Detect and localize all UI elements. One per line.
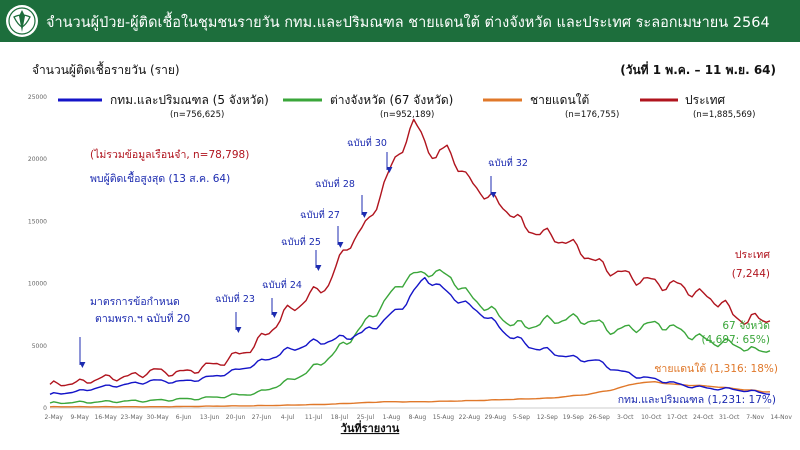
y-tick-label: 25000: [28, 94, 47, 101]
series-line-bkk: [49, 276, 771, 395]
x-tick-label: 13-Jun: [200, 414, 220, 421]
x-tick-label: 19-Sep: [563, 414, 584, 421]
y-axis-title: จำนวนผู้ติดเชื้อรายวัน (ราย): [32, 63, 180, 77]
x-tick-label: 6-Jun: [176, 414, 192, 421]
series-line-south: [49, 381, 771, 408]
end-label-country-value: (7,244): [732, 268, 770, 280]
y-tick-label: 0: [43, 405, 47, 412]
x-tick-label: 9-May: [70, 414, 89, 421]
annotation-peak: พบผู้ติดเชื้อสูงสุด (13 ส.ค. 64): [90, 171, 230, 185]
x-tick-label: 3-Oct: [617, 414, 634, 421]
decree-label: ฉบับที่ 24: [262, 278, 302, 291]
annotation-measure-line2: ตามพรก.ฯ ฉบับที่ 20: [95, 311, 190, 325]
x-tick-label: 20-Jun: [226, 414, 246, 421]
x-tick-label: 16-May: [95, 414, 118, 421]
x-tick-label: 29-Aug: [485, 414, 507, 421]
x-tick-label: 31-Oct: [719, 414, 740, 421]
x-tick-label: 7-Nov: [746, 414, 764, 421]
series-line-country: [49, 118, 771, 387]
decree-label: ฉบับที่ 32: [488, 156, 528, 169]
x-tick-label: 4-Jul: [281, 414, 295, 421]
y-tick-label: 5000: [32, 343, 47, 350]
x-axis-title: วันที่รายงาน: [341, 420, 400, 435]
y-tick-label: 15000: [28, 218, 47, 225]
decree-label: ฉบับที่ 27: [300, 208, 340, 221]
end-label-prov-name: 67 จังหวัด: [722, 320, 770, 332]
x-tick-label: 22-Aug: [459, 414, 481, 421]
x-tick-label: 1-Aug: [383, 414, 401, 421]
x-tick-label: 15-Aug: [433, 414, 455, 421]
x-tick-label: 25-Jul: [357, 414, 375, 421]
end-label-country-name: ประเทศ: [735, 249, 770, 261]
x-tick-label: 11-Jul: [305, 414, 323, 421]
x-tick-label: 18-Jul: [331, 414, 349, 421]
x-tick-label: 17-Oct: [667, 414, 688, 421]
x-tick-label: 27-Jun: [252, 414, 272, 421]
x-tick-label: 24-Oct: [693, 414, 714, 421]
legend-n-country: (n=1,885,569): [693, 110, 755, 120]
y-tick-label: 10000: [28, 281, 47, 288]
x-tick-label: 2-May: [45, 414, 64, 421]
end-label-prov-value: (4,697: 65%): [702, 334, 770, 346]
x-tick-label: 30-May: [147, 414, 170, 421]
date-range: (วันที่ 1 พ.ค. – 11 พ.ย. 64): [620, 63, 776, 77]
decree-label: ฉบับที่ 23: [215, 292, 255, 305]
x-tick-label: 5-Sep: [513, 414, 530, 421]
header-bar: จำนวนผู้ป่วย-ผู้ติดเชื้อในชุมชนรายวัน กท…: [0, 0, 800, 42]
legend-label-prov: ต่างจังหวัด (67 จังหวัด): [330, 93, 453, 107]
annotation-not-included: (ไม่รวมข้อมูลเรือนจำ, n=78,798): [90, 148, 249, 161]
end-label-south: ชายแดนใต้ (1,316: 18%): [654, 362, 778, 375]
annotation-measure-line1: มาตรการข้อกำหนด: [90, 296, 180, 308]
decree-label: ฉบับที่ 30: [347, 136, 387, 149]
ministry-logo-icon: [6, 5, 38, 37]
x-tick-label: 26-Sep: [589, 414, 610, 421]
end-label-bkk: กทม.และปริมณฑล (1,231: 17%): [618, 394, 776, 406]
legend-n-south: (n=176,755): [565, 110, 619, 120]
x-tick-label: 8-Aug: [409, 414, 427, 421]
x-tick-label: 12-Sep: [537, 414, 558, 421]
y-tick-label: 20000: [28, 156, 47, 163]
legend-label-country: ประเทศ: [685, 93, 726, 107]
x-tick-label: 14-Nov: [770, 414, 792, 421]
legend-label-south: ชายแดนใต้: [530, 93, 589, 107]
x-tick-label: 23-May: [121, 414, 144, 421]
decree-label: ฉบับที่ 25: [281, 235, 321, 248]
header-title: จำนวนผู้ป่วย-ผู้ติดเชื้อในชุมชนรายวัน กท…: [46, 15, 770, 31]
series-line-prov: [49, 269, 771, 405]
x-tick-label: 10-Oct: [641, 414, 662, 421]
decree-label: ฉบับที่ 28: [315, 177, 355, 190]
legend-label-bkk: กทม.และปริมณฑล (5 จังหวัด): [110, 93, 269, 107]
legend-n-bkk: (n=756,625): [170, 110, 224, 120]
legend-n-prov: (n=952,189): [380, 110, 434, 120]
